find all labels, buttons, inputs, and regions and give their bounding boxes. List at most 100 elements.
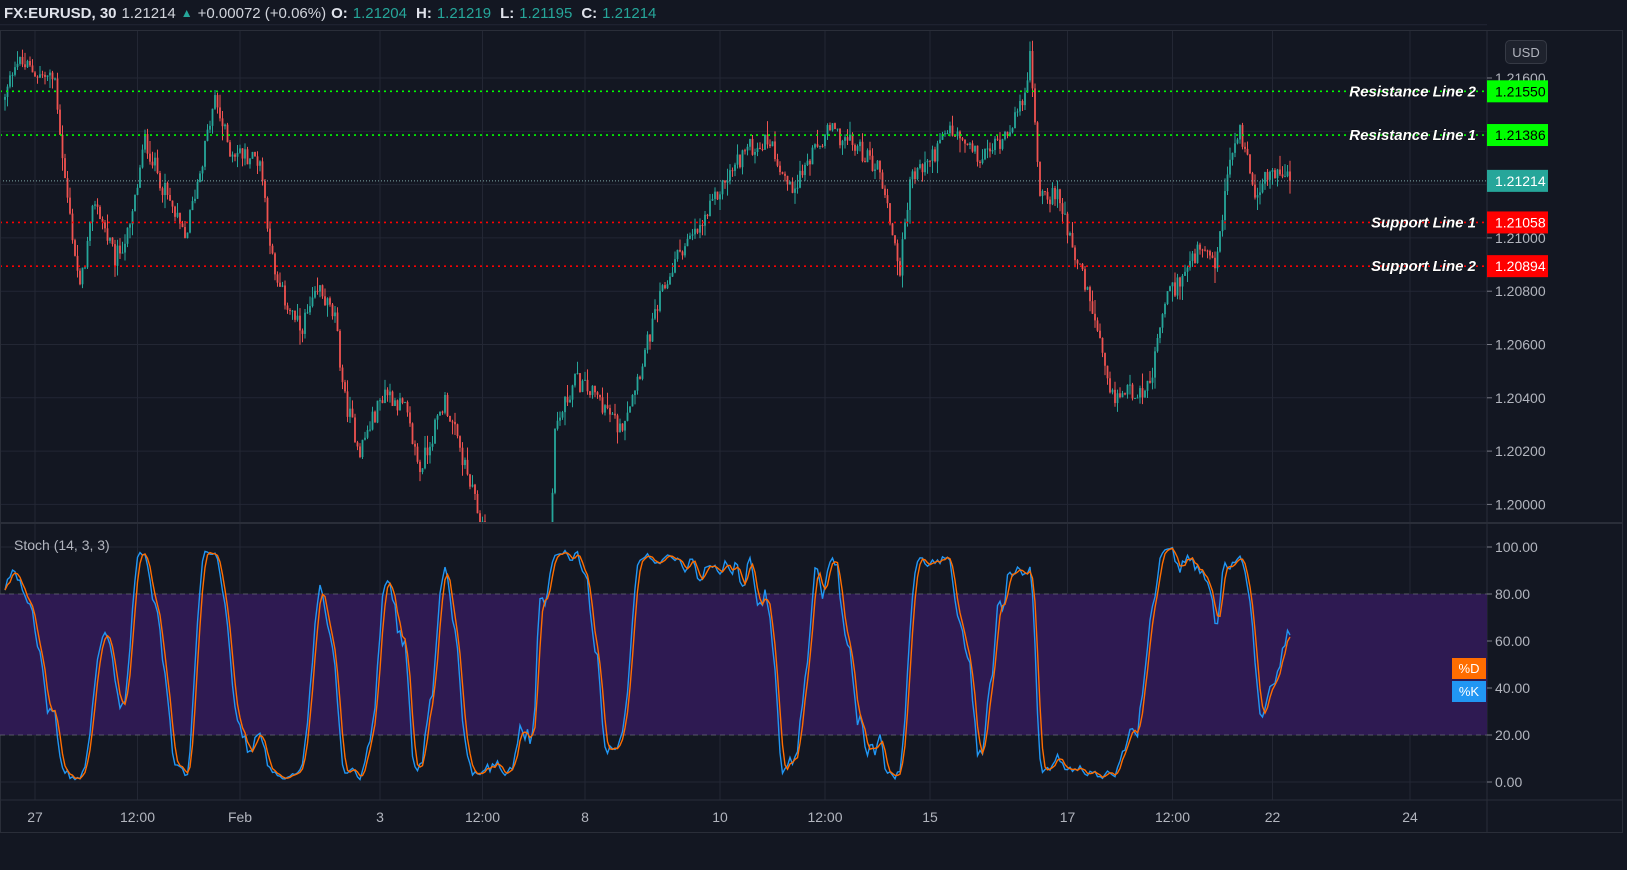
candle-body bbox=[181, 223, 184, 228]
candle-body bbox=[76, 255, 79, 271]
candle-body bbox=[664, 285, 666, 289]
candle-body bbox=[964, 139, 966, 144]
candle-body bbox=[434, 419, 436, 444]
candle bbox=[449, 415, 451, 423]
candle bbox=[1066, 211, 1069, 244]
candle bbox=[1236, 137, 1239, 145]
candle bbox=[329, 296, 331, 307]
candle bbox=[934, 146, 936, 163]
candle bbox=[769, 139, 771, 149]
candle-body bbox=[311, 297, 314, 307]
candle-body bbox=[219, 107, 221, 119]
candle bbox=[256, 151, 259, 175]
candle-body bbox=[561, 412, 564, 418]
candle-body bbox=[19, 56, 21, 64]
candle bbox=[844, 134, 846, 149]
candle bbox=[639, 375, 641, 380]
candle-body bbox=[1066, 213, 1069, 236]
candle bbox=[1124, 392, 1126, 396]
symbol-title[interactable]: FX:EURUSD, 30 bbox=[4, 4, 117, 22]
candle-body bbox=[129, 224, 131, 228]
candle-body bbox=[436, 415, 439, 420]
candle-body bbox=[934, 149, 936, 162]
candle-body bbox=[724, 180, 726, 183]
candle-body bbox=[754, 151, 756, 155]
candle bbox=[1059, 188, 1061, 212]
currency-button[interactable]: USD bbox=[1505, 40, 1547, 64]
candle-body bbox=[1109, 378, 1111, 393]
candle bbox=[291, 310, 294, 320]
candle-body bbox=[329, 298, 331, 305]
candle-body bbox=[884, 188, 886, 196]
candle bbox=[836, 128, 839, 132]
candle bbox=[1111, 388, 1114, 395]
candle bbox=[644, 347, 646, 368]
candle bbox=[804, 162, 806, 182]
candle bbox=[841, 139, 844, 155]
candle bbox=[861, 133, 864, 163]
candle-body bbox=[96, 204, 99, 207]
candle bbox=[439, 411, 441, 416]
candle-body bbox=[569, 399, 571, 403]
candle-body bbox=[769, 144, 771, 147]
candle bbox=[169, 187, 171, 201]
candle bbox=[756, 142, 759, 157]
candle-body bbox=[784, 173, 786, 176]
candle bbox=[909, 176, 911, 224]
stoch-legend-badge bbox=[1452, 658, 1486, 679]
candle bbox=[969, 141, 971, 150]
candle bbox=[359, 443, 361, 459]
resistance-line-label: Resistance Line 1 bbox=[1349, 127, 1476, 144]
candle bbox=[929, 160, 931, 167]
candle bbox=[209, 120, 211, 134]
candle-body bbox=[941, 134, 944, 140]
candle bbox=[226, 122, 229, 143]
candle-body bbox=[836, 128, 839, 130]
candle-body bbox=[566, 396, 569, 403]
candle-body bbox=[126, 227, 129, 244]
candle-body bbox=[551, 492, 554, 523]
candle bbox=[1104, 352, 1106, 376]
candle bbox=[741, 149, 744, 175]
candle bbox=[876, 159, 879, 170]
candle bbox=[1119, 387, 1121, 399]
candle bbox=[976, 145, 979, 167]
candle bbox=[466, 447, 469, 476]
candle bbox=[901, 232, 904, 288]
candle bbox=[379, 398, 381, 411]
candle bbox=[1131, 382, 1134, 401]
time-tick-label: 12:00 bbox=[465, 809, 500, 825]
candle bbox=[1164, 302, 1166, 318]
candle-body bbox=[676, 249, 679, 260]
candle-body bbox=[1104, 352, 1106, 366]
candle bbox=[94, 200, 96, 210]
stoch-tick-label: 100.00 bbox=[1495, 539, 1538, 555]
candle bbox=[739, 154, 741, 169]
candle bbox=[1274, 168, 1276, 179]
candle-body bbox=[469, 474, 471, 487]
candle-body bbox=[374, 411, 376, 423]
candle-body bbox=[1056, 189, 1059, 200]
candle-body bbox=[619, 423, 621, 433]
candle-body bbox=[409, 412, 411, 424]
candle-body bbox=[746, 146, 749, 151]
candle bbox=[231, 151, 234, 163]
candle bbox=[1049, 196, 1051, 213]
candle bbox=[1204, 246, 1206, 252]
candle-body bbox=[716, 191, 719, 200]
candle-body bbox=[829, 125, 831, 131]
candle-body bbox=[316, 290, 319, 292]
candle bbox=[1234, 132, 1236, 158]
candle bbox=[9, 71, 11, 89]
candle bbox=[431, 436, 434, 451]
candle bbox=[349, 396, 351, 424]
candle bbox=[664, 282, 666, 290]
candle bbox=[274, 252, 276, 281]
candle-body bbox=[46, 75, 49, 77]
candle-body bbox=[1246, 148, 1249, 155]
candle-body bbox=[1261, 183, 1264, 193]
candle bbox=[1224, 178, 1226, 230]
candle bbox=[229, 139, 231, 157]
candle-body bbox=[389, 391, 391, 396]
